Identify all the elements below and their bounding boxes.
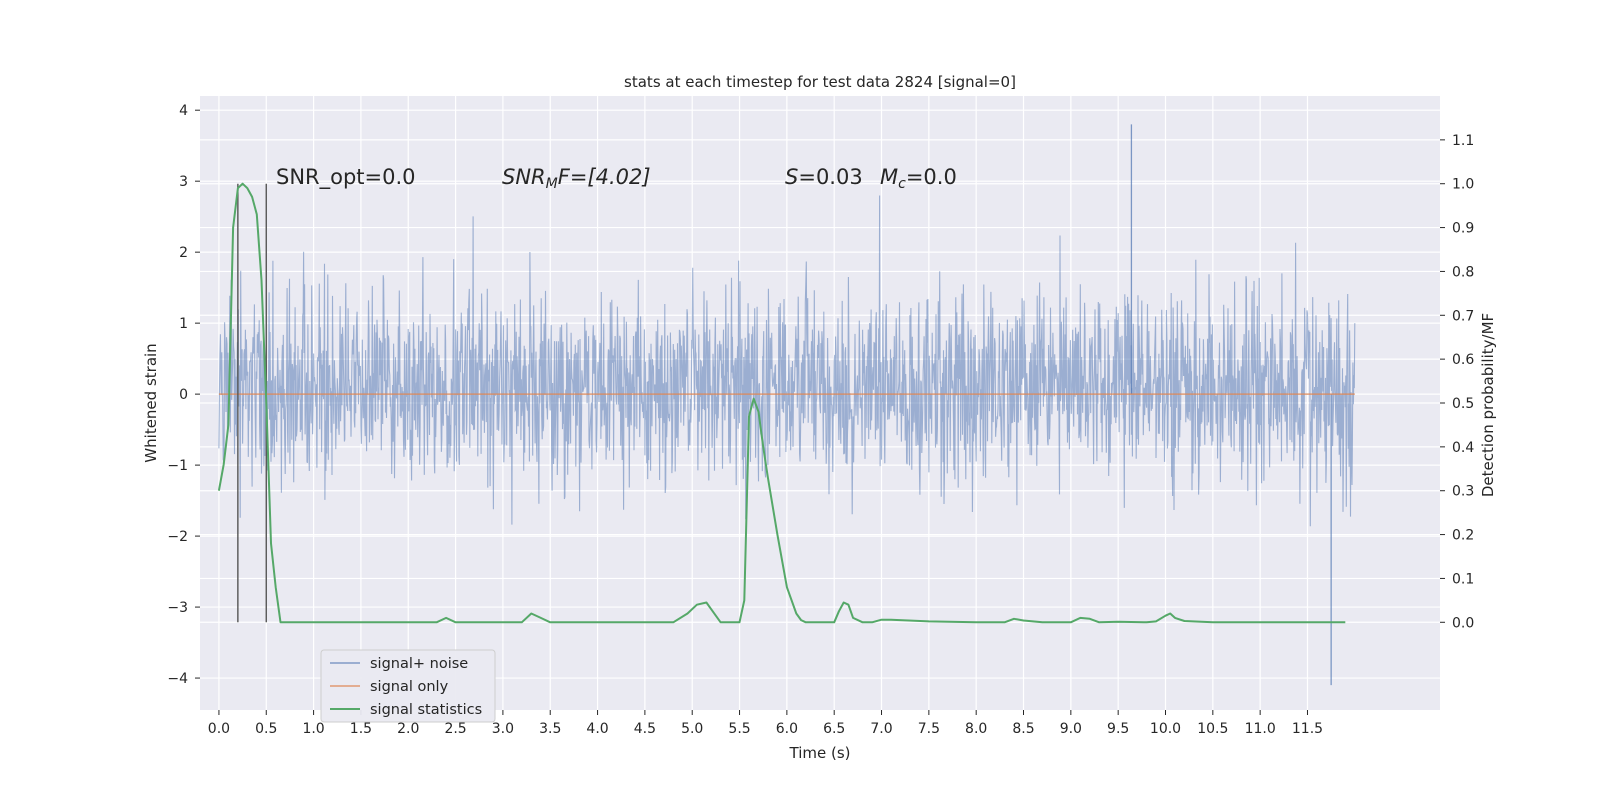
axes: 0.0 0.5 1.0 1.5 2.0 2.5 3.0 3.5 4.0 4.5 5.0 5.5 6.0 6… [167, 103, 1474, 737]
y2-tick-label: 0.1 [1452, 571, 1474, 587]
y2-tick-label: 0.9 [1452, 221, 1474, 237]
y-tick-label: −4 [167, 671, 188, 687]
legend-label-signal-noise: signal+ noise [370, 656, 468, 672]
y-axis-label: Whitened strain [142, 343, 160, 462]
x-tick-label: 2.0 [397, 721, 419, 737]
y2-tick-label: 0.2 [1452, 528, 1474, 544]
y2-tick-label: 0.0 [1452, 615, 1474, 631]
x-tick-label: 9.5 [1107, 721, 1129, 737]
x-tick-label: 6.0 [776, 721, 798, 737]
x-tick-label: 8.5 [1012, 721, 1034, 737]
x-axis-label: Time (s) [789, 744, 851, 762]
x-tick-label: 6.5 [823, 721, 845, 737]
annotation-snr-opt: SNR_opt=0.0 [276, 165, 416, 190]
annotation-mc-sub: c [898, 176, 906, 192]
annotation-snr-mf-sub: M [546, 176, 558, 192]
x-tick-label: 8.0 [965, 721, 987, 737]
annotation-s-value: =0.03 [798, 165, 862, 189]
y2-tick-label: 1.1 [1452, 133, 1474, 149]
x-tick-label: 11.0 [1245, 721, 1276, 737]
chart-title: stats at each timestep for test data 282… [624, 73, 1016, 91]
y2-tick-label: 0.6 [1452, 352, 1474, 368]
x-tick-label: 11.5 [1292, 721, 1323, 737]
y-tick-label: −3 [167, 600, 188, 616]
y2-tick-label: 0.7 [1452, 308, 1474, 324]
series-signal-statistics [217, 182, 1346, 624]
y2-tick-label: 0.3 [1452, 484, 1474, 500]
y-tick-label: 1 [179, 316, 188, 332]
x-tick-label: 10.5 [1197, 721, 1228, 737]
x-tick-label: 2.5 [444, 721, 466, 737]
annotation-snr-mf-base: SNR [502, 165, 546, 189]
y2-axis-label: Detection probability/MF [1479, 313, 1497, 497]
series-layer [217, 124, 1356, 686]
x-tick-label: 7.5 [918, 721, 940, 737]
annotation-snr-mf-rest: F=[4.02] [558, 165, 651, 189]
legend-box [320, 649, 496, 723]
annotation-s: S=0.03 [785, 165, 863, 189]
y-tick-label: −2 [167, 529, 188, 545]
y2-tick-label: 0.4 [1452, 440, 1474, 456]
x-tick-label: 0.5 [255, 721, 277, 737]
x-tick-label: 4.5 [634, 721, 656, 737]
x-tick-label: 9.0 [1060, 721, 1082, 737]
x-tick-label: 7.0 [870, 721, 892, 737]
legend: signal+ noise signal only signal statist… [320, 649, 496, 723]
y-tick-label: 0 [179, 387, 188, 403]
annotation-s-sym: S [785, 165, 798, 189]
x-tick-label: 4.0 [586, 721, 608, 737]
y2-tick-label: 1.0 [1452, 177, 1474, 193]
y2-tick-label: 0.8 [1452, 264, 1474, 280]
series-signal-noise [218, 195, 1356, 527]
annotation-mc-base: M [880, 165, 898, 189]
x-tick-label: 5.0 [681, 721, 703, 737]
y-tick-label: −1 [167, 458, 188, 474]
x-tick-label: 5.5 [728, 721, 750, 737]
y-tick-label: 4 [179, 103, 188, 119]
x-tick-label: 3.5 [539, 721, 561, 737]
y-tick-label: 2 [179, 245, 188, 261]
legend-label-signal-statistics: signal statistics [370, 702, 482, 718]
x-tick-label: 1.0 [302, 721, 324, 737]
x-tick-label: 10.0 [1150, 721, 1181, 737]
x-tick-label: 1.5 [350, 721, 372, 737]
annotation-snr-mf: SNRMF=[4.02] [502, 165, 651, 192]
annotation-mc-value: =0.0 [906, 165, 957, 189]
legend-label-signal-only: signal only [370, 679, 449, 695]
x-tick-label: 0.0 [208, 721, 230, 737]
y2-tick-label: 0.5 [1452, 396, 1474, 412]
y-tick-label: 3 [179, 174, 188, 190]
annotation-mc: Mc=0.0 [880, 165, 957, 192]
x-tick-label: 3.0 [492, 721, 514, 737]
